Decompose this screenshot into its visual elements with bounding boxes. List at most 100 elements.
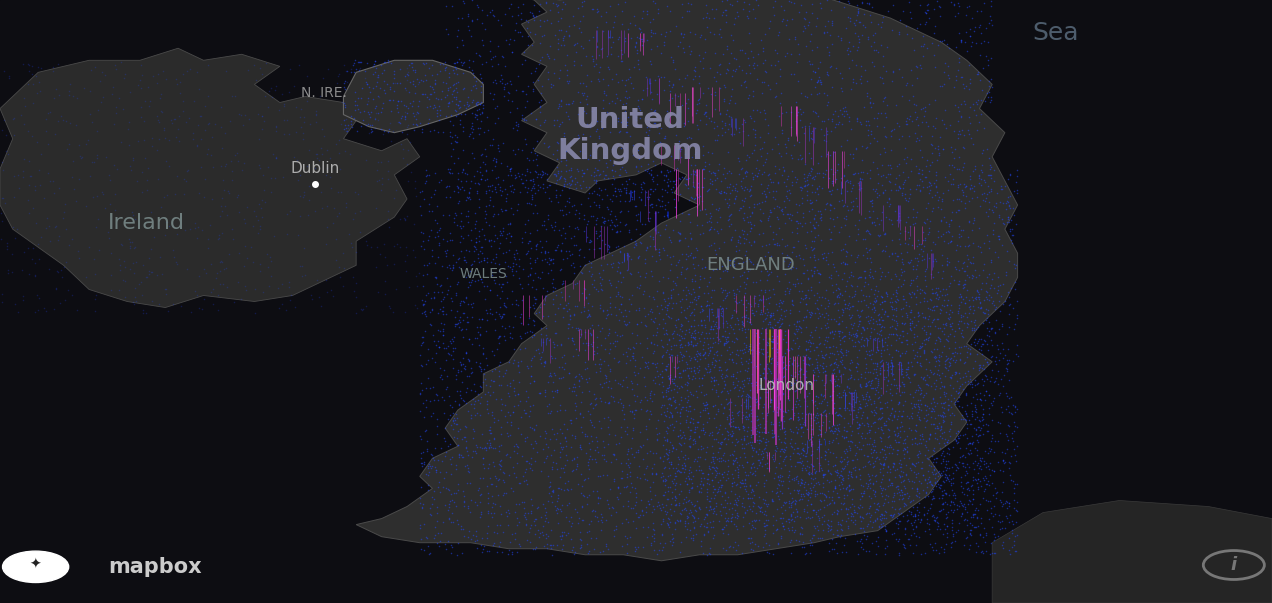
Point [482,407,502,417]
Point [494,468,514,478]
Point [95,203,116,213]
Point [834,422,855,432]
Point [669,454,689,464]
Point [365,56,385,66]
Point [667,363,687,373]
Point [855,367,875,377]
Point [901,399,921,408]
Point [716,334,736,344]
Point [786,321,806,331]
Point [953,430,973,440]
Point [523,400,543,409]
Point [481,428,501,438]
Point [916,118,936,127]
Point [916,265,936,274]
Point [850,312,870,322]
Point [571,502,591,511]
Point [996,356,1016,365]
Point [965,538,986,548]
Point [710,362,730,371]
Point [431,295,452,305]
Point [962,325,982,335]
Point [957,484,977,493]
Point [857,508,878,518]
Point [597,515,617,525]
Point [840,273,860,282]
Point [944,434,964,444]
Point [757,336,777,346]
Point [237,202,257,212]
Point [917,5,937,14]
Point [772,415,792,425]
Point [705,104,725,114]
Point [873,187,893,197]
Point [923,272,944,282]
Point [397,159,417,169]
Point [908,307,929,317]
Point [792,444,813,453]
Point [791,376,812,386]
Point [815,22,836,31]
Point [667,381,687,391]
Point [859,367,879,377]
Point [954,341,974,350]
Point [734,503,754,513]
Point [898,233,918,242]
Point [586,189,607,199]
Point [749,229,770,238]
Point [898,288,918,298]
Point [397,108,417,118]
Point [840,409,860,418]
Point [976,193,996,203]
Point [733,300,753,309]
Point [735,486,756,496]
Point [833,463,854,473]
Point [971,201,991,211]
Point [688,452,709,462]
Point [590,44,611,54]
Point [510,345,530,355]
Point [640,31,660,40]
Point [880,480,901,490]
Point [454,255,474,265]
Point [477,438,497,448]
Point [697,484,717,493]
Point [937,522,958,531]
Point [439,260,459,270]
Point [761,368,781,377]
Point [768,417,789,426]
Point [856,247,876,257]
Point [739,60,759,69]
Point [656,309,677,319]
Point [675,505,696,515]
Point [534,356,555,366]
Point [471,246,491,256]
Point [245,75,266,85]
Point [552,4,572,13]
Point [418,549,439,558]
Point [553,463,574,473]
Point [762,432,782,442]
Point [800,337,820,347]
Point [602,224,622,234]
Point [985,166,1005,175]
Point [852,390,873,400]
Point [536,433,556,443]
Point [786,251,806,260]
Point [951,451,972,461]
Point [894,490,915,499]
Point [435,24,455,34]
Point [141,140,162,150]
Point [794,415,814,425]
Point [874,470,894,479]
Point [375,253,396,262]
Point [856,333,876,343]
Point [962,259,982,268]
Point [768,472,789,482]
Point [764,431,785,441]
Point [572,78,593,88]
Point [847,229,868,238]
Point [715,265,735,275]
Point [366,242,387,251]
Point [435,447,455,457]
